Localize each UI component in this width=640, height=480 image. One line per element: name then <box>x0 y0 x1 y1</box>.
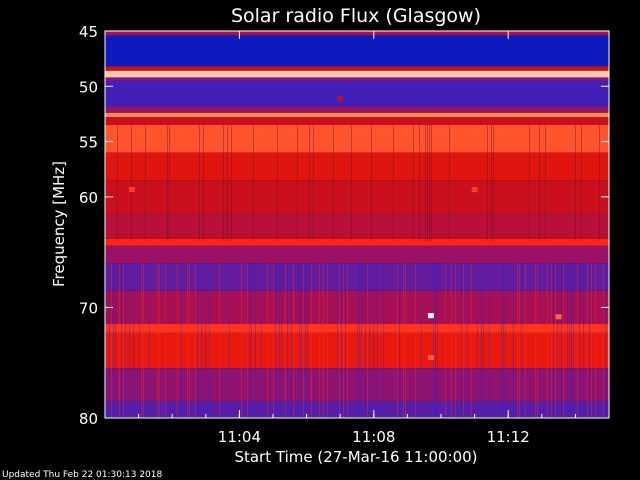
frequency-band <box>105 213 609 239</box>
frequency-band <box>105 112 609 118</box>
y-axis-label: Frequency [MHz] <box>50 161 68 287</box>
plot-frame <box>104 30 610 419</box>
frequency-band <box>105 290 609 325</box>
burst-marker <box>427 313 434 319</box>
frequency-band <box>105 263 609 291</box>
y-tick-label: 80 <box>79 410 98 428</box>
plot-area <box>105 31 609 418</box>
x-axis-label: Start Time (27-Mar-16 11:00:00) <box>234 448 477 466</box>
y-tick-label: 55 <box>79 134 98 152</box>
frequency-band <box>105 66 609 71</box>
frequency-band <box>105 180 609 214</box>
y-tick-label: 50 <box>79 78 98 96</box>
y-axis: 45 50 55 60 70 80 <box>79 23 609 428</box>
frequency-band <box>105 245 609 264</box>
x-tick-label: 11:12 <box>487 428 530 446</box>
x-tick-label: 11:08 <box>352 428 395 446</box>
burst-marker <box>427 355 434 361</box>
frequency-band <box>105 77 609 82</box>
burst-marker <box>555 314 562 320</box>
frequency-band <box>105 401 609 418</box>
frequency-band <box>105 106 609 113</box>
burst-marker <box>471 187 478 193</box>
burst-marker <box>337 96 344 102</box>
frequency-band <box>105 368 609 402</box>
frequency-band <box>105 324 609 333</box>
frequency-band <box>105 35 609 67</box>
y-tick-label: 45 <box>79 23 98 41</box>
frequency-band <box>105 152 609 181</box>
frequency-band <box>105 124 609 153</box>
frequency-band <box>105 81 609 107</box>
x-tick-label: 11:04 <box>218 428 261 446</box>
x-axis: 11:04 11:08 11:12 <box>138 31 576 446</box>
burst-marker <box>128 187 135 193</box>
frequency-band <box>105 238 609 246</box>
chart-title: Solar radio Flux (Glasgow) <box>231 5 481 27</box>
frequency-band <box>105 332 609 369</box>
y-tick-label: 60 <box>79 189 98 207</box>
updated-timestamp: Updated Thu Feb 22 01:30:13 2018 <box>2 470 163 480</box>
frequency-band <box>105 31 609 36</box>
frequency-band <box>105 70 609 78</box>
y-tick-label: 70 <box>79 299 98 317</box>
frequency-band <box>105 117 609 125</box>
